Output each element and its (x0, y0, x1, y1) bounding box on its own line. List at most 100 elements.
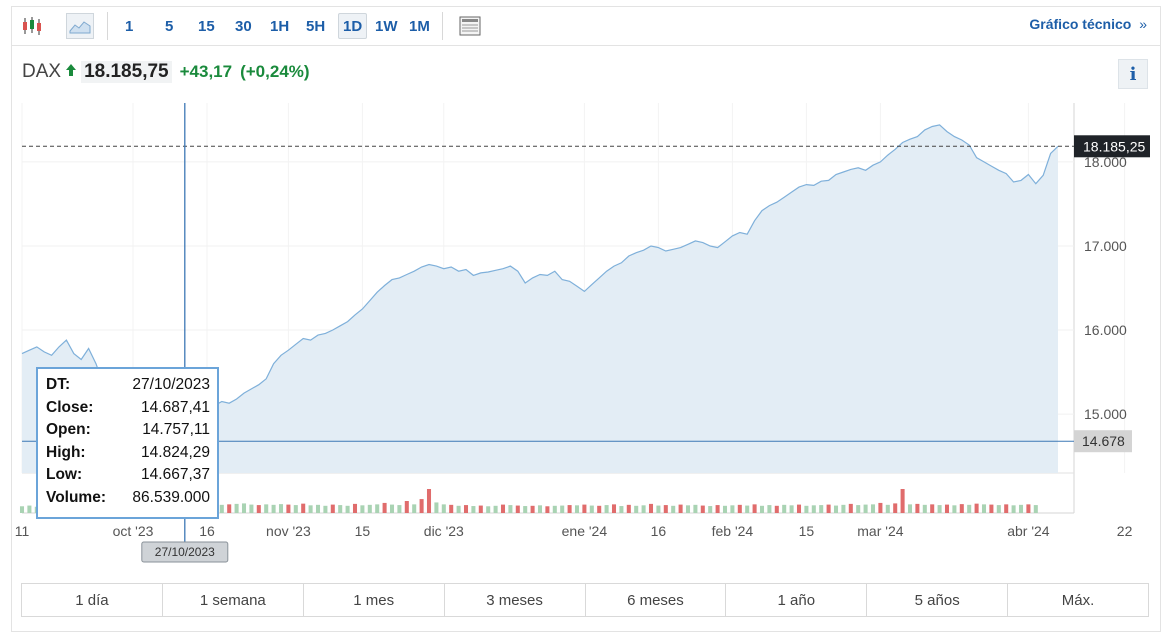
volume-bar (952, 505, 957, 513)
volume-bar (619, 506, 624, 513)
volume-bar (330, 504, 335, 513)
volume-bar (974, 503, 979, 513)
volume-bar (656, 505, 661, 513)
technical-chart-link-label: Gráfico técnico (1029, 16, 1132, 32)
interval-1h[interactable]: 1H (270, 17, 290, 35)
tooltip-row: Close: 14.687,41 (46, 397, 210, 420)
volume-bar (234, 503, 239, 513)
technical-chart-link[interactable]: Gráfico técnico » (1029, 16, 1147, 32)
volume-bar (611, 504, 617, 513)
tooltip-row: Open: 14.757,11 (46, 419, 210, 442)
range-button[interactable]: 1 año (726, 584, 868, 616)
volume-bar (419, 499, 424, 513)
volume-bar (308, 505, 313, 513)
y-tick-label: 17.000 (1084, 238, 1127, 254)
volume-bar (885, 504, 890, 513)
volume-bar (782, 504, 787, 513)
volume-bar (759, 505, 765, 513)
x-tick-label: 11 (15, 523, 30, 539)
interval-15[interactable]: 15 (198, 17, 215, 35)
volume-bar (293, 505, 298, 513)
volume-bar (1004, 504, 1009, 513)
volume-bar (345, 505, 350, 513)
volume-bar (434, 502, 439, 513)
volume-bar (508, 505, 513, 513)
volume-bar (856, 505, 861, 513)
interval-1m[interactable]: 1M (409, 17, 430, 35)
tooltip-row: Volume: 86.539.000 (46, 487, 210, 510)
volume-bar (323, 505, 328, 513)
quote-header: DAX 18.185,75 +43,17 (+0,24%) (22, 60, 310, 84)
table-icon-svg (459, 16, 481, 36)
x-tick-label: 22 (1117, 523, 1133, 539)
range-button[interactable]: 6 meses (586, 584, 727, 616)
volume-bar (382, 502, 387, 513)
volume-bar (493, 505, 498, 513)
volume-bar (648, 503, 654, 513)
interval-5h[interactable]: 5H (306, 17, 326, 35)
volume-bar (804, 505, 809, 513)
x-tick-label: dic '23 (424, 523, 464, 539)
volume-bar (848, 503, 853, 513)
double-chevron-right-icon: » (1139, 16, 1147, 32)
volume-bar (870, 504, 876, 513)
volume-bar (449, 504, 454, 513)
volume-bar (634, 505, 639, 513)
volume-bar (530, 505, 535, 513)
range-button[interactable]: 5 años (867, 584, 1009, 616)
candlestick-icon-svg (23, 17, 41, 35)
volume-bar (486, 506, 491, 513)
volume-bar (833, 505, 839, 513)
volume-bar (789, 505, 794, 513)
volume-bar (456, 505, 461, 513)
candlestick-icon[interactable] (19, 13, 45, 39)
range-button[interactable]: 1 día (22, 584, 163, 616)
info-icon: i (1129, 63, 1137, 85)
interval-1[interactable]: 1 (125, 17, 134, 35)
interval-5[interactable]: 5 (165, 17, 174, 35)
volume-bar (1018, 504, 1024, 513)
volume-bar (412, 504, 417, 513)
interval-1d[interactable]: 1D (338, 13, 368, 39)
crosshair-value-tag (1074, 430, 1132, 453)
range-button[interactable]: 1 mes (304, 584, 445, 616)
x-tick-label: oct '23 (113, 523, 154, 539)
tooltip-value: 86.539.000 (132, 488, 210, 506)
volume-bar (708, 506, 713, 513)
range-button[interactable]: 1 semana (163, 584, 304, 616)
tooltip-value: 14.687,41 (141, 398, 210, 416)
volume-bar (367, 504, 372, 513)
volume-bar (811, 505, 816, 513)
area-chart-icon[interactable] (66, 13, 94, 39)
x-tick-label: 15 (799, 523, 815, 539)
volume-bar (737, 504, 742, 513)
volume-bar (944, 504, 950, 513)
tooltip-key: High: (46, 443, 86, 461)
volume-bar (930, 504, 935, 513)
volume-bar (286, 504, 291, 513)
table-icon[interactable] (457, 13, 483, 39)
volume-bar (375, 504, 380, 513)
volume-bar (819, 505, 824, 513)
volume-bar (463, 505, 469, 513)
symbol-label: DAX (22, 61, 62, 82)
up-arrow-icon (65, 63, 77, 81)
volume-bar (397, 505, 402, 513)
chart-toolbar: 1 5 15 30 1H 5H 1D 1W 1M Gráfico técnico » (11, 6, 1161, 46)
tooltip-value: 27/10/2023 (132, 376, 210, 393)
range-button[interactable]: 3 meses (445, 584, 586, 616)
range-button[interactable]: Máx. (1061, 591, 1095, 609)
interval-30[interactable]: 30 (235, 17, 252, 35)
volume-bar (1026, 504, 1031, 513)
interval-1w[interactable]: 1W (375, 17, 398, 35)
volume-bar (1033, 505, 1038, 513)
info-button[interactable]: i (1118, 59, 1148, 89)
last-value-tag (1074, 135, 1150, 158)
volume-bar (227, 504, 232, 513)
volume-bar (700, 505, 705, 513)
volume-bar (989, 504, 994, 513)
tooltip-key: Volume: (46, 488, 106, 506)
volume-bar (915, 503, 920, 513)
tooltip-key: Low: (46, 466, 83, 484)
